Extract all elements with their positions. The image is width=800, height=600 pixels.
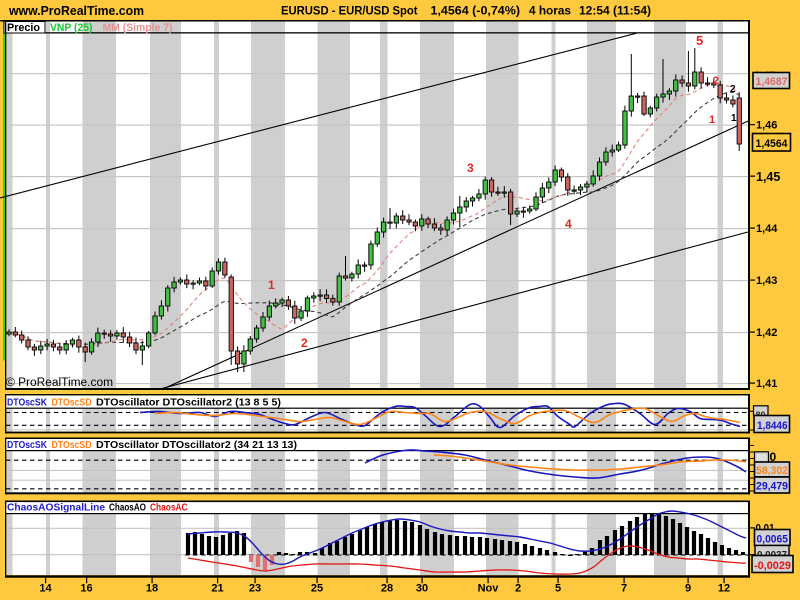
svg-text:1,46: 1,46 <box>756 120 777 132</box>
svg-text:1: 1 <box>731 113 737 124</box>
svg-text:DTOscillator DTOscillator2 (13: DTOscillator DTOscillator2 (13 8 5 5) <box>96 398 281 409</box>
svg-text:80: 80 <box>757 453 767 463</box>
svg-text:DTOscillator DTOscillator2 (34: DTOscillator DTOscillator2 (34 21 13 13) <box>96 440 297 451</box>
svg-text:58,302: 58,302 <box>756 465 788 477</box>
svg-text:16: 16 <box>80 583 92 595</box>
svg-text:Precio: Precio <box>7 22 40 34</box>
svg-text:5: 5 <box>696 33 703 48</box>
svg-text:DTOscSD: DTOscSD <box>52 440 92 451</box>
svg-text:1,4564: 1,4564 <box>756 138 789 150</box>
svg-text:2: 2 <box>301 336 308 350</box>
svg-text:7: 7 <box>621 583 627 595</box>
svg-text:30: 30 <box>416 583 428 595</box>
svg-text:1,42: 1,42 <box>756 327 777 339</box>
svg-text:14: 14 <box>39 583 52 595</box>
svg-text:1,4564 (-0,74%): 1,4564 (-0,74%) <box>431 4 521 18</box>
svg-text:DTOscSD: DTOscSD <box>52 398 92 409</box>
svg-text:www.ProRealTime.com: www.ProRealTime.com <box>8 4 144 18</box>
svg-text:0: 0 <box>770 450 777 464</box>
svg-text:25: 25 <box>311 583 323 595</box>
svg-text:2: 2 <box>730 84 736 95</box>
svg-text:1: 1 <box>709 114 715 126</box>
svg-text:1,4687: 1,4687 <box>756 76 788 88</box>
svg-text:2: 2 <box>713 75 719 87</box>
svg-text:ChaosAC: ChaosAC <box>150 503 188 514</box>
svg-text:0,0065: 0,0065 <box>757 534 789 546</box>
svg-text:12: 12 <box>718 583 730 595</box>
svg-text:5: 5 <box>555 583 561 595</box>
svg-text:DTOscSK: DTOscSK <box>7 440 47 451</box>
svg-text:Nov: Nov <box>478 583 500 595</box>
svg-text:12:54 (11:54): 12:54 (11:54) <box>579 4 651 18</box>
svg-text:4: 4 <box>565 217 572 231</box>
svg-text:4 horas: 4 horas <box>529 4 571 18</box>
svg-text:18: 18 <box>146 583 158 595</box>
svg-text:© ProRealTime.com: © ProRealTime.com <box>6 377 113 389</box>
svg-text:23: 23 <box>249 583 261 595</box>
svg-text:21: 21 <box>211 583 223 595</box>
svg-text:DTOscSK: DTOscSK <box>7 398 47 409</box>
svg-text:MM (Simple 7): MM (Simple 7) <box>103 22 173 34</box>
svg-text:1,8446: 1,8446 <box>757 420 788 432</box>
svg-text:EURUSD - EUR/USD Spot: EURUSD - EUR/USD Spot <box>281 4 418 18</box>
svg-text:1,45: 1,45 <box>756 170 780 184</box>
svg-text:28: 28 <box>381 583 393 595</box>
svg-text:1,44: 1,44 <box>756 223 778 235</box>
svg-text:VNP (25): VNP (25) <box>50 22 93 34</box>
svg-text:1: 1 <box>268 278 275 292</box>
svg-text:ChaosAOSignalLine: ChaosAOSignalLine <box>7 503 105 514</box>
svg-text:3: 3 <box>467 161 474 175</box>
svg-text:-0,0029: -0,0029 <box>754 560 791 572</box>
svg-text:1,41: 1,41 <box>756 378 777 390</box>
svg-text:2: 2 <box>515 583 521 595</box>
svg-text:29,479: 29,479 <box>756 481 788 493</box>
svg-text:9: 9 <box>685 583 691 595</box>
svg-text:ChaosAO: ChaosAO <box>109 503 146 514</box>
svg-text:1,43: 1,43 <box>756 275 777 287</box>
